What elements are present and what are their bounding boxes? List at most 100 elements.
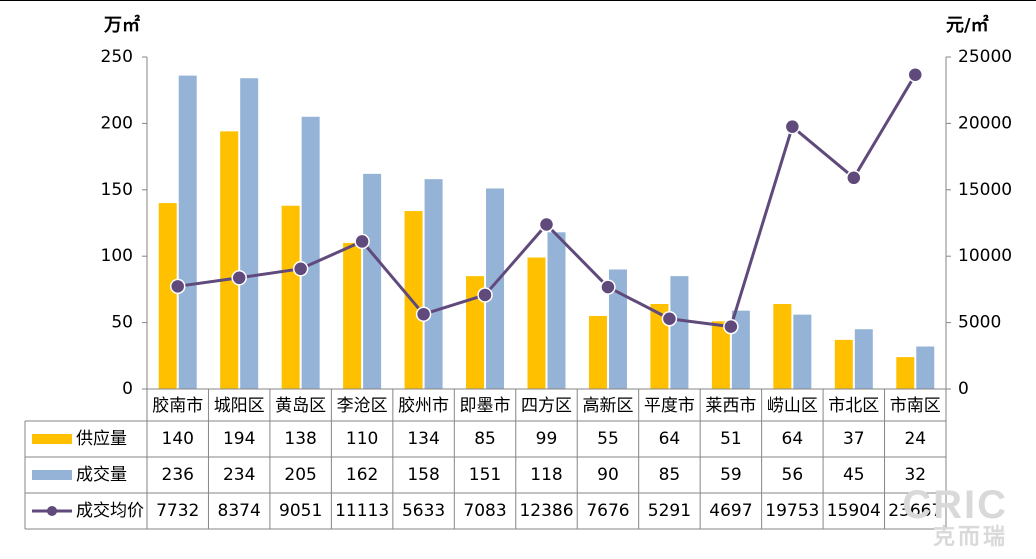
- deal-bar: [916, 346, 935, 389]
- y-left-tick-label: 200: [101, 113, 133, 133]
- x-tick-label: 市北区: [828, 396, 879, 416]
- y-right-tick-label: 15000: [958, 180, 1012, 200]
- x-tick-label: 莱西市: [705, 396, 756, 416]
- table-cell-value: 85: [474, 429, 496, 449]
- deal-bar: [363, 173, 382, 389]
- legend-key-supply: [32, 434, 72, 444]
- watermark-logo-text: CRIC: [902, 483, 1008, 527]
- y-right-tick-label: 25000: [958, 47, 1012, 67]
- avg-price-point: [600, 279, 616, 295]
- table-cell-value: 234: [223, 465, 255, 485]
- y-right-unit: 元/㎡: [946, 14, 989, 36]
- supply-bar: [773, 304, 792, 389]
- supply-bar: [650, 304, 669, 389]
- table-cell-value: 24: [904, 429, 926, 449]
- supply-bar: [404, 211, 423, 389]
- table-cell-value: 59: [720, 465, 742, 485]
- x-tick-label: 市南区: [890, 396, 941, 416]
- y-left-unit: 万㎡: [103, 14, 140, 36]
- table-cell-value: 4697: [709, 501, 752, 521]
- legend-label: 成交均价: [76, 501, 144, 521]
- deal-bar: [301, 116, 320, 389]
- x-tick-label: 胶南市: [152, 396, 203, 416]
- y-right-tick-label: 10000: [958, 246, 1012, 266]
- y-right-tick-label: 5000: [958, 313, 1001, 333]
- avg-price-point: [907, 66, 924, 83]
- supply-bar: [588, 315, 607, 389]
- legend-key-deal: [32, 470, 72, 480]
- legend-label: 供应量: [76, 429, 127, 449]
- table-cell-value: 32: [904, 465, 926, 485]
- x-tick-label: 四方区: [521, 396, 572, 416]
- legend-label: 成交量: [76, 465, 127, 485]
- deal-bar: [240, 78, 259, 390]
- table-cell-value: 23667: [888, 501, 942, 521]
- x-tick-label: 胶州市: [398, 396, 449, 416]
- avg-price-point: [477, 287, 493, 303]
- y-left-tick-label: 250: [101, 47, 133, 67]
- table-cell-value: 138: [284, 429, 316, 449]
- x-tick-label: 高新区: [582, 396, 633, 416]
- table-cell-value: 236: [162, 465, 194, 485]
- table-cell-value: 7676: [586, 501, 629, 521]
- avg-price-point: [661, 310, 678, 327]
- table-cell-value: 37: [843, 429, 865, 449]
- avg-price-point: [415, 306, 432, 322]
- table-cell-value: 5291: [648, 501, 691, 521]
- table-cell-value: 7732: [156, 501, 199, 521]
- deal-bar: [854, 329, 873, 389]
- supply-bar: [527, 257, 546, 389]
- supply-bar: [711, 321, 730, 389]
- y-right-tick-label: 0: [958, 379, 969, 399]
- legend-key-price-marker: [47, 506, 57, 516]
- supply-bar: [466, 276, 485, 389]
- table-cell-value: 9051: [279, 501, 322, 521]
- deal-bar: [670, 276, 689, 389]
- avg-price-point: [231, 270, 247, 286]
- watermark: CRIC 克而瑞: [902, 485, 1008, 549]
- table-cell-value: 118: [530, 465, 562, 485]
- watermark-logo-subtext: 克而瑞: [932, 524, 1008, 549]
- table-cell-value: 15904: [827, 501, 881, 521]
- supply-bar: [343, 242, 362, 389]
- top-border: [0, 0, 1036, 1]
- deal-bar: [547, 232, 566, 389]
- table-cell-value: 64: [782, 429, 804, 449]
- table-cell-value: 11113: [335, 501, 389, 521]
- x-tick-label: 即墨市: [460, 396, 511, 416]
- table-cell-value: 194: [223, 429, 255, 449]
- table-cell-value: 64: [659, 429, 681, 449]
- avg-price-point: [292, 261, 309, 277]
- table-cell-value: 151: [469, 465, 501, 485]
- supply-bar: [158, 203, 177, 389]
- table-cell-value: 55: [597, 429, 619, 449]
- avg-price-point: [354, 233, 370, 250]
- table-cell-value: 205: [284, 465, 316, 485]
- table-cell-value: 7083: [463, 501, 506, 521]
- table-cell-value: 110: [346, 429, 378, 449]
- supply-bar: [896, 357, 915, 389]
- y-left-tick-label: 150: [101, 180, 133, 200]
- y-left-tick-label: 100: [101, 246, 133, 266]
- table-cell-value: 90: [597, 465, 619, 485]
- table-cell-value: 5633: [402, 501, 445, 521]
- table-cell-value: 140: [162, 429, 194, 449]
- deal-bar: [486, 188, 505, 389]
- y-right-tick-label: 20000: [958, 113, 1012, 133]
- deal-bar: [793, 314, 812, 389]
- table-cell-value: 99: [536, 429, 558, 449]
- table-cell-value: 19753: [765, 501, 819, 521]
- avg-price-point: [784, 118, 801, 135]
- table-cell-value: 134: [407, 429, 439, 449]
- avg-price-point: [846, 170, 862, 186]
- x-tick-label: 城阳区: [214, 396, 265, 416]
- deal-bar: [608, 269, 627, 389]
- table-cell-value: 12386: [519, 501, 573, 521]
- avg-price-point: [169, 278, 186, 295]
- deal-bar: [178, 75, 197, 389]
- table-cell-value: 158: [407, 465, 439, 485]
- supply-bar: [834, 339, 853, 389]
- deal-bar: [424, 179, 443, 389]
- table-cell-value: 85: [659, 465, 681, 485]
